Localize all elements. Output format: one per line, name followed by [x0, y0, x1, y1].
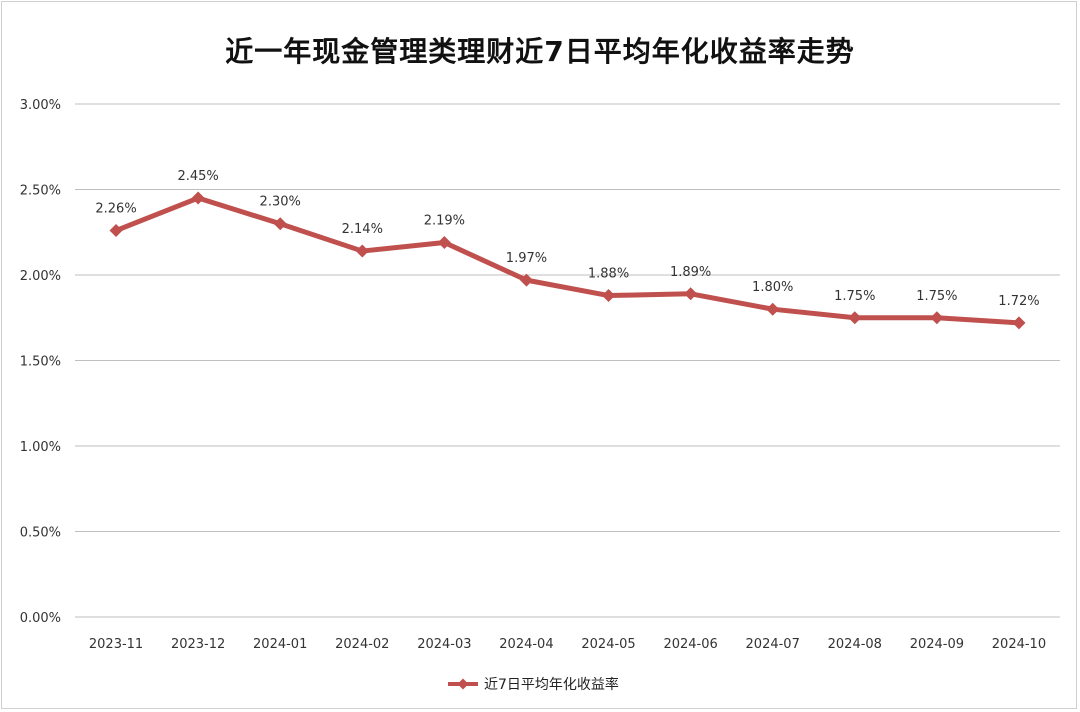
data-label: 2.14% — [342, 222, 383, 237]
x-tick-label: 2024-04 — [499, 637, 553, 652]
data-point-marker — [766, 302, 780, 316]
data-labels: 2.26% 2.45% 2.30% 2.14% 2.19% 1.97% 1.88% 1.89%… — [95, 169, 1039, 309]
x-tick-label: 2024-08 — [828, 637, 882, 652]
data-label: 2.26% — [95, 202, 136, 217]
y-tick-label: 1.50% — [20, 355, 61, 370]
legend-label: 近7日平均年化收益率 — [484, 676, 619, 693]
x-tick-label: 2024-06 — [663, 637, 717, 652]
data-label: 1.72% — [998, 294, 1039, 309]
data-point-marker — [519, 273, 533, 287]
gridlines — [75, 103, 1060, 618]
x-axis-ticks: 2023-11 2023-12 2024-01 2024-02 2024-03 2024-… — [89, 637, 1046, 652]
y-tick-label: 0.50% — [20, 526, 61, 541]
data-point-marker — [437, 236, 451, 250]
x-tick-label: 2024-05 — [581, 637, 635, 652]
x-tick-label: 2023-11 — [89, 637, 143, 652]
data-label: 1.88% — [588, 267, 629, 282]
x-tick-label: 2024-03 — [417, 637, 471, 652]
data-label: 1.97% — [506, 251, 547, 266]
x-tick-label: 2023-12 — [171, 637, 225, 652]
legend-marker — [457, 678, 469, 690]
data-label: 2.19% — [424, 214, 465, 229]
y-tick-label: 2.50% — [20, 184, 61, 199]
data-label: 1.80% — [752, 280, 793, 295]
x-tick-label: 2024-01 — [253, 637, 307, 652]
data-label: 2.30% — [260, 195, 301, 210]
series-line — [109, 191, 1026, 330]
data-label: 1.75% — [916, 289, 957, 304]
data-point-marker — [273, 217, 287, 231]
chart-title: 近一年现金管理类理财近7日平均年化收益率走势 — [225, 35, 855, 68]
data-point-marker — [191, 191, 205, 205]
data-point-marker — [109, 224, 123, 238]
data-point-marker — [930, 311, 944, 325]
y-tick-label: 3.00% — [20, 98, 61, 113]
data-point-marker — [1012, 316, 1026, 330]
series-polyline — [113, 195, 1022, 326]
data-point-marker — [355, 244, 369, 258]
data-label: 2.45% — [177, 169, 218, 184]
data-point-marker — [602, 289, 616, 303]
y-tick-label: 0.00% — [20, 611, 61, 626]
x-tick-label: 2024-02 — [335, 637, 389, 652]
data-point-marker — [848, 311, 862, 325]
y-axis-ticks: 0.00% 0.50% 1.00% 1.50% 2.00% 2.50% 3.00% — [20, 98, 61, 626]
x-tick-label: 2024-07 — [746, 637, 800, 652]
data-point-marker — [684, 287, 698, 301]
y-tick-label: 1.00% — [20, 440, 61, 455]
x-tick-label: 2024-09 — [910, 637, 964, 652]
legend: 近7日平均年化收益率 — [448, 676, 619, 693]
x-tick-label: 2024-10 — [992, 637, 1046, 652]
data-label: 1.89% — [670, 265, 711, 280]
data-label: 1.75% — [834, 289, 875, 304]
y-tick-label: 2.00% — [20, 269, 61, 284]
